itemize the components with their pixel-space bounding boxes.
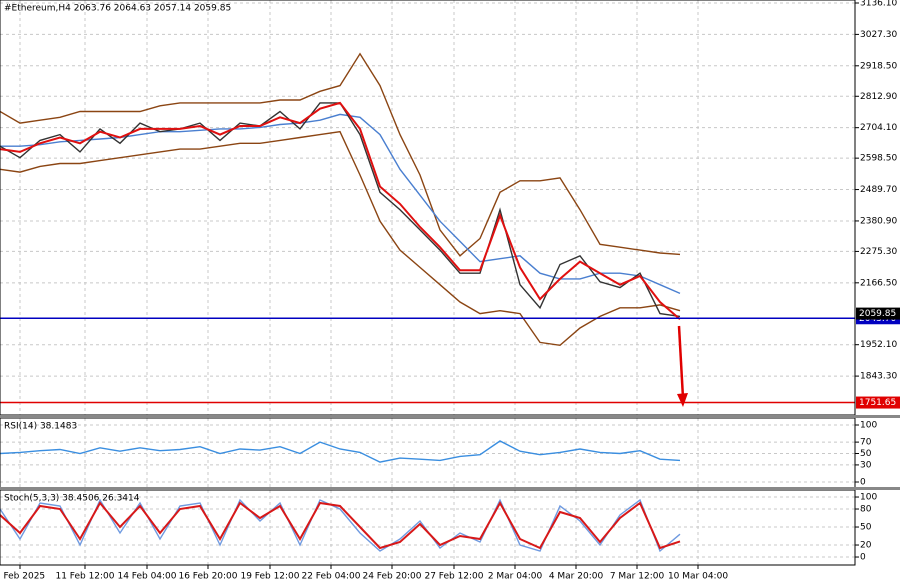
y-tick-label: 2380.90 xyxy=(860,216,897,226)
series-line xyxy=(0,498,681,553)
y-tick-label: 2489.70 xyxy=(860,185,897,195)
y-tick-label: 2918.50 xyxy=(860,61,897,71)
arrow-head xyxy=(677,393,688,407)
series-line xyxy=(0,440,681,463)
y-tick-label: 2704.10 xyxy=(860,123,897,133)
x-tick-label: 24 Feb 20:00 xyxy=(362,572,421,582)
x-tick-label: 19 Feb 12:00 xyxy=(240,572,299,582)
y-tick-label: 20 xyxy=(860,541,872,551)
level-label-box xyxy=(856,396,900,409)
y-tick-label: 70 xyxy=(860,438,872,448)
x-tick-label: 16 Feb 20:00 xyxy=(178,572,237,582)
y-tick-label: 2275.30 xyxy=(860,247,897,257)
x-tick-label: 4 Mar 20:00 xyxy=(549,572,604,582)
panel-separator xyxy=(0,487,900,490)
series-line xyxy=(0,130,681,347)
panel-title: Stoch(5,3,3) 38.4506 26.3414 xyxy=(4,494,140,504)
x-tick-label: 27 Feb 12:00 xyxy=(424,572,483,582)
y-tick-label: 100 xyxy=(860,421,877,431)
level-label-box xyxy=(856,307,900,320)
x-tick-label: 11 Feb 12:00 xyxy=(55,572,114,582)
series-line xyxy=(0,500,681,550)
arrow xyxy=(677,325,685,399)
x-tick-label: 14 Feb 04:00 xyxy=(117,572,176,582)
panel-title: #Ethereum,H4 2063.76 2064.63 2057.14 205… xyxy=(4,4,231,14)
y-tick-label: 30 xyxy=(860,460,872,470)
panel-title: RSI(14) 38.1483 xyxy=(4,422,77,432)
y-tick-label: 2166.50 xyxy=(860,278,897,288)
y-tick-label: 100 xyxy=(860,493,877,503)
y-tick-label: 1843.30 xyxy=(860,372,897,382)
x-tick-label: 10 Mar 04:00 xyxy=(668,572,728,582)
series-line xyxy=(0,52,681,257)
y-tick-label: 2812.90 xyxy=(860,92,897,102)
y-tick-label: 3136.10 xyxy=(860,0,897,9)
y-tick-label: 3027.30 xyxy=(860,30,897,40)
y-tick-label: 80 xyxy=(860,505,872,515)
series-line xyxy=(0,101,681,321)
panel-separator xyxy=(0,415,900,418)
x-tick-label: 7 Mar 12:00 xyxy=(610,572,665,582)
y-tick-label: 50 xyxy=(860,523,872,533)
level-label: 2059.85 xyxy=(859,309,896,319)
y-tick-label: 50 xyxy=(860,449,872,459)
x-tick-label: 2 Mar 04:00 xyxy=(488,572,543,582)
x-tick-label: 22 Feb 04:00 xyxy=(301,572,360,582)
x-tick-label: 8 Feb 2025 xyxy=(0,572,45,582)
y-tick-label: 2598.50 xyxy=(860,154,897,164)
level-label: 1751.65 xyxy=(859,398,896,408)
y-tick-label: 0 xyxy=(860,478,866,488)
y-tick-label: 1952.10 xyxy=(860,340,897,350)
y-tick-label: 0 xyxy=(860,553,866,563)
